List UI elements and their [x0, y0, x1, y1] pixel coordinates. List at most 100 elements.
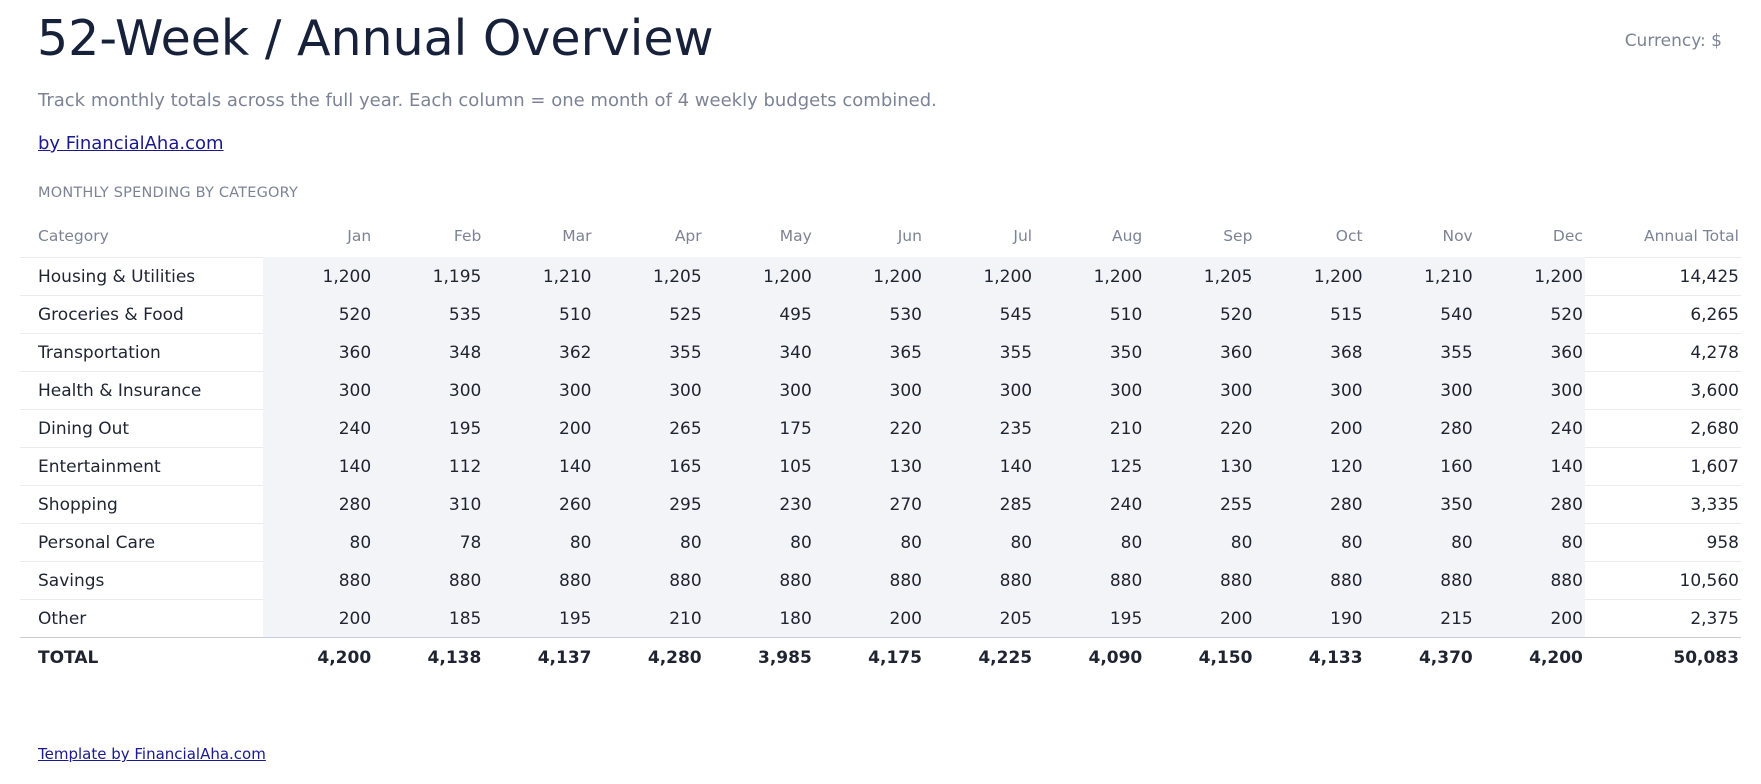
section-label: MONTHLY SPENDING BY CATEGORY — [38, 185, 299, 201]
row: Personal Care 80 78 80 80 80 80 80 80 80 80 80 80 958 — [20, 523, 1741, 562]
cell: 300 — [483, 371, 594, 410]
cell: 4,175 — [813, 637, 924, 678]
category: Entertainment — [20, 447, 264, 486]
cell: 4,150 — [1144, 637, 1255, 678]
cell: 540 — [1364, 295, 1475, 334]
cell: 300 — [703, 371, 814, 410]
link[interactable]: by FinancialAha.com — [38, 133, 224, 154]
cell: 3,985 — [703, 637, 814, 678]
cell: 310 — [373, 485, 484, 524]
cell: 130 — [1144, 447, 1255, 486]
cell: 300 — [1364, 371, 1475, 410]
column-header: Mar — [562, 227, 592, 245]
cell: 4,280 — [593, 637, 704, 678]
cell: 285 — [923, 485, 1035, 524]
cell: 270 — [813, 485, 924, 524]
cell: 6,265 — [1584, 295, 1741, 334]
cell: 4,200 — [1474, 637, 1585, 678]
cell: 4,200 — [263, 637, 374, 678]
cell: 230 — [703, 485, 814, 524]
cell: 240 — [263, 409, 374, 448]
cell: 510 — [1034, 295, 1145, 334]
cell: 80 — [813, 523, 924, 562]
cell: 80 — [593, 523, 704, 562]
cell: 200 — [1144, 599, 1255, 638]
column-header: Apr — [674, 227, 702, 245]
cell: 200 — [263, 599, 374, 638]
category: Groceries & Food — [20, 295, 264, 334]
table: Category Jan Feb Mar Apr May Jun Jul Aug Sep Oct No… — [20, 215, 1741, 678]
cell: 1,200 — [1254, 257, 1365, 296]
cell: 280 — [263, 485, 374, 524]
column-header: Aug — [1111, 227, 1143, 245]
cell: 280 — [1364, 409, 1475, 448]
category: Savings — [20, 561, 264, 600]
cell: 260 — [483, 485, 594, 524]
cell: 195 — [483, 599, 594, 638]
cell: 280 — [1254, 485, 1365, 524]
cell: 368 — [1254, 333, 1365, 372]
cell: 880 — [813, 561, 924, 600]
cell: 112 — [373, 447, 484, 486]
column-header: Jun — [897, 227, 922, 245]
cell: 3,600 — [1584, 371, 1741, 410]
category: Transportation — [20, 333, 264, 372]
cell: 240 — [1034, 485, 1145, 524]
row: Other 200 185 195 210 180 200 205 195 200 190 215 20… — [20, 599, 1741, 638]
cell: 1,205 — [1144, 257, 1255, 296]
row: Groceries & Food 520 535 510 525 495 530 545 510… — [20, 295, 1741, 334]
cell: 195 — [373, 409, 484, 448]
cell: 4,137 — [483, 637, 594, 678]
row: Shopping 280 310 260 295 230 270 285 240 255 280 35… — [20, 485, 1741, 524]
cell: 80 — [263, 523, 374, 562]
category: Housing & Utilities — [20, 257, 264, 296]
cell: 185 — [373, 599, 484, 638]
cell: 880 — [1034, 561, 1145, 600]
cell: 210 — [593, 599, 704, 638]
cell: 80 — [1144, 523, 1255, 562]
cell: 200 — [1254, 409, 1365, 448]
total-row: TOTAL 4,200 4,138 4,137 4,280 3,985 4,175 4,225… — [20, 637, 1741, 678]
cell: 880 — [263, 561, 374, 600]
cell: 525 — [593, 295, 704, 334]
cell: 210 — [1034, 409, 1145, 448]
cell: 880 — [923, 561, 1035, 600]
cell: 120 — [1254, 447, 1365, 486]
cell: 880 — [1474, 561, 1585, 600]
cell: 190 — [1254, 599, 1365, 638]
cell: 78 — [373, 523, 484, 562]
cell: 80 — [1034, 523, 1145, 562]
cell: 1,200 — [703, 257, 814, 296]
cell: 300 — [593, 371, 704, 410]
footer-link[interactable]: Template by FinancialAha.com — [38, 745, 266, 763]
subtitle: Track monthly totals across the full yea… — [38, 90, 937, 111]
cell: 140 — [923, 447, 1035, 486]
cell: 4,225 — [923, 637, 1035, 678]
column-header: Feb — [453, 227, 482, 245]
column-header: Category — [38, 227, 109, 245]
cell: 140 — [263, 447, 374, 486]
cell: 362 — [483, 333, 594, 372]
cell: 180 — [703, 599, 814, 638]
cell: 4,133 — [1254, 637, 1365, 678]
cell: 200 — [813, 599, 924, 638]
cell: 2,375 — [1584, 599, 1741, 638]
cell: 165 — [593, 447, 704, 486]
category: Shopping — [20, 485, 264, 524]
cell: 880 — [1364, 561, 1475, 600]
column-header: Dec — [1552, 227, 1583, 245]
cell: 80 — [923, 523, 1035, 562]
cell: 535 — [373, 295, 484, 334]
category: Health & Insurance — [20, 371, 264, 410]
cell: 295 — [593, 485, 704, 524]
cell: 4,090 — [1034, 637, 1145, 678]
cell: 1,195 — [373, 257, 484, 296]
cell: 175 — [703, 409, 814, 448]
cell: 348 — [373, 333, 484, 372]
cell: 125 — [1034, 447, 1145, 486]
cell: 215 — [1364, 599, 1475, 638]
row: Housing & Utilities 1,200 1,195 1,210 1,205 1… — [20, 257, 1741, 296]
cell: 340 — [703, 333, 814, 372]
cell: 255 — [1144, 485, 1255, 524]
category: Personal Care — [20, 523, 264, 562]
